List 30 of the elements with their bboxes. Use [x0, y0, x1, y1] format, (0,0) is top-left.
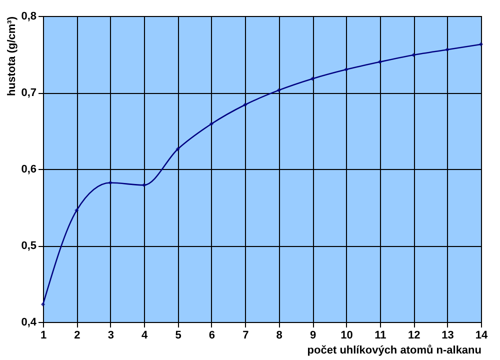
x-tick-label: 11	[374, 330, 386, 342]
y-axis-title: hustota (g/cm³)	[6, 16, 18, 96]
point	[108, 180, 113, 185]
point	[411, 52, 416, 58]
x-tick-label: 12	[408, 330, 420, 342]
x-tick-label: 7	[242, 330, 249, 342]
x-tick-label: 4	[142, 330, 149, 342]
point	[243, 102, 248, 107]
x-tick-label: 8	[276, 330, 282, 342]
y-tick-label: 0,6	[21, 164, 36, 176]
x-tick-label: 10	[340, 330, 353, 342]
y-tick-label: 0,4	[21, 316, 38, 328]
y-tick-label: 0,7	[21, 87, 36, 99]
x-tick-label: 5	[175, 330, 182, 342]
point	[276, 88, 281, 92]
x-tick-label: 13	[442, 330, 454, 342]
x-tick-label: 6	[208, 330, 216, 342]
point	[209, 122, 214, 126]
y-tick-label: 0,8	[21, 10, 36, 22]
x-axis-title: počet uhlíkových atomů n-alkanu	[307, 344, 482, 356]
point	[378, 60, 382, 64]
y-tick-label: 0,5	[21, 240, 36, 252]
x-tick-label: 2	[74, 330, 80, 342]
point	[74, 208, 79, 212]
x-tick-label: 1	[40, 330, 47, 342]
point	[40, 302, 46, 307]
x-tick-label: 3	[108, 330, 114, 342]
x-tick-label: 14	[475, 330, 488, 342]
point	[445, 48, 450, 52]
x-tick-label: 9	[310, 330, 316, 342]
